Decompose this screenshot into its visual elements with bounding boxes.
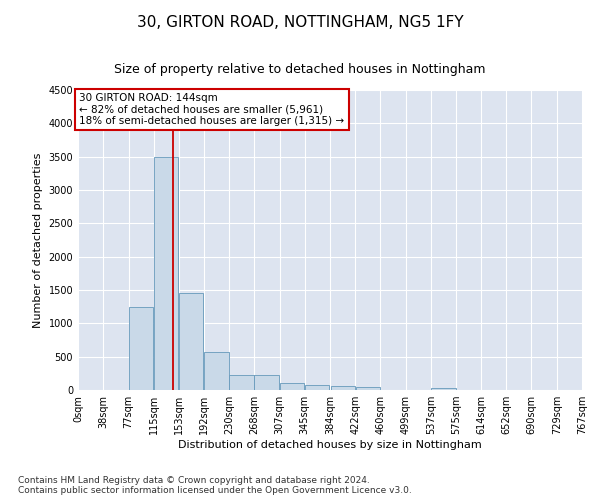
Bar xyxy=(431,388,455,390)
Text: Contains HM Land Registry data © Crown copyright and database right 2024.
Contai: Contains HM Land Registry data © Crown c… xyxy=(18,476,412,495)
Bar xyxy=(229,376,254,390)
Bar xyxy=(129,306,154,390)
Bar xyxy=(205,352,229,390)
Bar xyxy=(305,384,329,390)
X-axis label: Distribution of detached houses by size in Nottingham: Distribution of detached houses by size … xyxy=(178,440,482,450)
Text: 30 GIRTON ROAD: 144sqm
← 82% of detached houses are smaller (5,961)
18% of semi-: 30 GIRTON ROAD: 144sqm ← 82% of detached… xyxy=(79,92,344,126)
Text: Size of property relative to detached houses in Nottingham: Size of property relative to detached ho… xyxy=(114,62,486,76)
Y-axis label: Number of detached properties: Number of detached properties xyxy=(33,152,43,328)
Text: 30, GIRTON ROAD, NOTTINGHAM, NG5 1FY: 30, GIRTON ROAD, NOTTINGHAM, NG5 1FY xyxy=(137,15,463,30)
Bar xyxy=(331,386,355,390)
Bar xyxy=(254,376,279,390)
Bar xyxy=(154,156,178,390)
Bar xyxy=(280,382,304,390)
Bar xyxy=(356,386,380,390)
Bar xyxy=(179,294,203,390)
